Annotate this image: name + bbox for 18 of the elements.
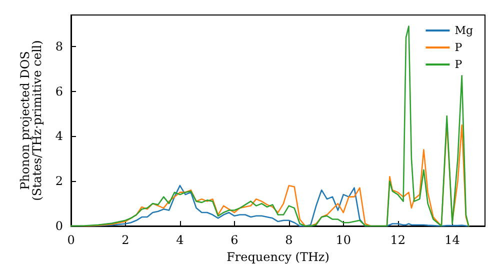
x-tick-label: 10 (336, 233, 352, 247)
y-tick-label: 2 (55, 174, 63, 188)
x-tick-label: 6 (230, 233, 238, 247)
x-tick-label: 0 (67, 233, 75, 247)
y-tick-label: 6 (55, 84, 63, 98)
legend-label: P (454, 41, 463, 54)
x-tick-label: 4 (176, 233, 184, 247)
x-tick-label: 2 (122, 233, 130, 247)
x-tick-label: 8 (285, 233, 293, 247)
y-tick-label: 4 (55, 129, 64, 144)
x-tick-label: 12 (390, 233, 406, 247)
y-axis-title: Phonon projected DOS (States/THz·primitive cell) (18, 40, 44, 201)
x-axis-title: Frequency (THz) (226, 250, 330, 264)
y-tick-label: 0 (55, 219, 63, 233)
x-tick-label: 14 (444, 233, 460, 247)
legend-label: P (454, 58, 463, 71)
legend-label: Mg (454, 24, 474, 37)
y-tick-label: 8 (55, 39, 63, 54)
